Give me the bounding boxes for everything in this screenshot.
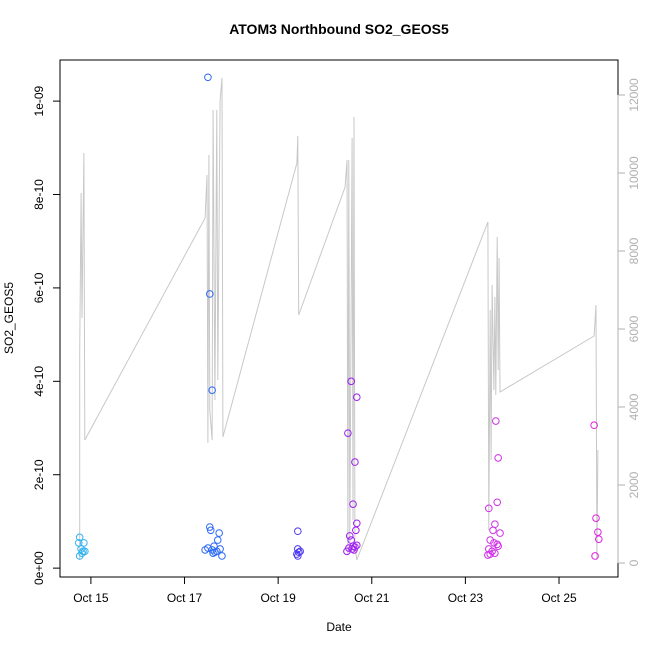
point [80, 539, 88, 547]
point [489, 526, 497, 535]
point [215, 529, 223, 537]
point [204, 73, 212, 82]
chart-title: ATOM3 Northbound SO2_GEOS5 [229, 21, 449, 37]
x-tick-label: Oct 17 [167, 591, 203, 605]
altitude-line [79, 77, 599, 561]
point [205, 523, 214, 531]
point [205, 290, 214, 298]
point [349, 500, 357, 508]
point [296, 547, 304, 556]
point [216, 545, 224, 553]
x-axis-label: Date [326, 620, 352, 634]
y2-tick-label: 12000 [627, 78, 641, 112]
point [591, 552, 599, 560]
point [590, 421, 598, 430]
point [352, 393, 361, 401]
point [294, 548, 303, 557]
point [496, 529, 504, 537]
point [594, 528, 602, 536]
point [352, 519, 361, 528]
point [484, 504, 493, 513]
x-tick-label: Oct 19 [260, 591, 296, 605]
point [294, 527, 302, 536]
point [492, 417, 500, 425]
point [206, 526, 215, 535]
point [347, 377, 355, 386]
point [213, 536, 222, 544]
y-tick-label: 2e-10 [32, 459, 46, 490]
point [209, 549, 217, 557]
point [218, 552, 226, 560]
point [77, 545, 85, 553]
point [592, 514, 600, 522]
point [494, 542, 502, 550]
y2-tick-label: 6000 [627, 315, 641, 342]
y2-tick-label: 2000 [627, 471, 641, 498]
point [494, 454, 502, 462]
point [344, 429, 352, 437]
point [75, 533, 84, 542]
y-tick-label: 6e-10 [32, 272, 46, 303]
y2-tick-label: 8000 [627, 237, 641, 264]
point [595, 535, 603, 543]
point [493, 498, 502, 507]
y2-tick-label: 0 [627, 559, 641, 566]
y-tick-label: 8e-10 [32, 179, 46, 210]
x-tick-label: Oct 15 [73, 591, 109, 605]
x-tick-label: Oct 25 [541, 591, 577, 605]
y2-tick-label: 10000 [627, 156, 641, 190]
point [351, 458, 359, 466]
point [484, 551, 492, 559]
point [345, 532, 354, 540]
y2-tick-label: 4000 [627, 393, 641, 420]
x-tick-label: Oct 23 [448, 591, 484, 605]
y-tick-label: 0e+00 [32, 551, 46, 585]
point [208, 386, 216, 394]
y-axis-label: SO2_GEOS5 [2, 282, 16, 354]
y-tick-label: 4e-10 [32, 366, 46, 397]
x-tick-label: Oct 21 [354, 591, 390, 605]
point [75, 552, 84, 560]
y-tick-label: 1e-09 [32, 85, 46, 116]
point [294, 552, 302, 560]
point [491, 549, 499, 557]
point [352, 526, 360, 535]
point [350, 546, 358, 554]
